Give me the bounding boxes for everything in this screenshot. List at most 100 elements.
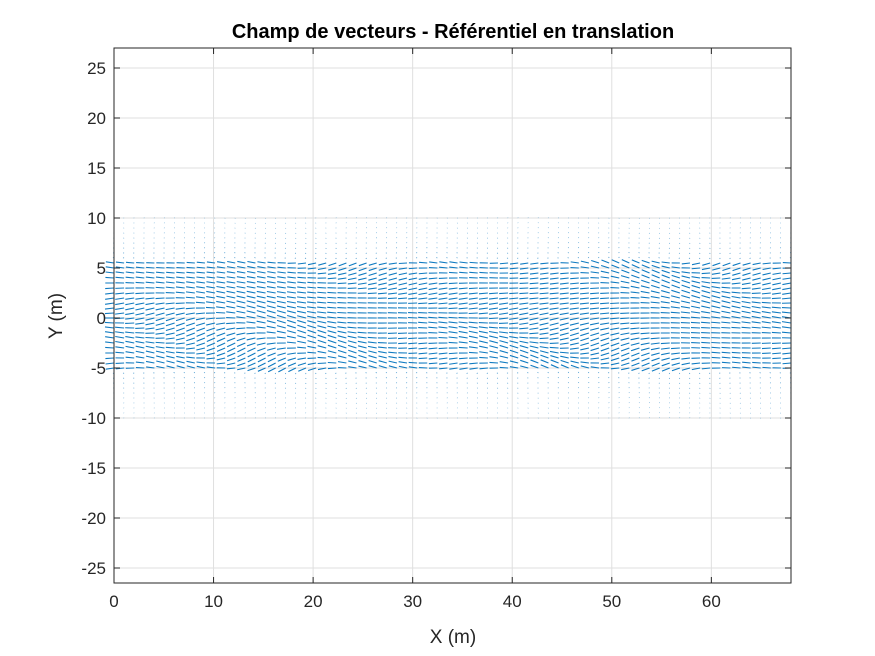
vector-arrow (345, 382, 347, 384)
vector-arrow (560, 355, 569, 359)
vector-arrow (449, 271, 458, 274)
vector-arrow (701, 267, 711, 271)
vector-arrow (589, 317, 600, 320)
vector-arrow (224, 387, 226, 389)
vector-arrow (782, 287, 792, 291)
vector-arrow (315, 257, 317, 260)
vector-arrow (347, 326, 357, 329)
vector-arrow (680, 305, 691, 309)
vector-arrow (307, 267, 317, 270)
vector-arrow (478, 297, 488, 300)
vector-arrow (155, 317, 165, 322)
vector-arrow (318, 262, 327, 266)
vector-arrow (428, 282, 438, 285)
vector-arrow (416, 382, 418, 384)
vector-arrow (186, 261, 195, 264)
vector-arrow (448, 282, 458, 285)
vector-arrow (105, 271, 115, 274)
vector-arrow (782, 282, 792, 286)
vector-arrow (408, 277, 418, 281)
vector-arrow (529, 297, 539, 300)
vector-arrow (426, 252, 428, 254)
vector-arrow (519, 349, 529, 354)
vector-arrow (709, 382, 711, 384)
vector-arrow (175, 291, 185, 294)
vector-arrow (405, 371, 408, 374)
vector-arrow (317, 311, 327, 314)
vector-arrow (388, 287, 398, 291)
vector-arrow (509, 340, 519, 344)
vector-arrow (296, 301, 307, 304)
vector-arrow (317, 367, 327, 371)
vector-arrow (196, 337, 206, 342)
vector-arrow (398, 356, 408, 359)
vector-arrow (266, 305, 276, 309)
vector-arrow (367, 336, 377, 339)
vector-arrow (378, 287, 387, 290)
vector-arrow (186, 347, 195, 350)
vector-arrow (671, 266, 680, 269)
vector-arrow (418, 352, 428, 355)
vector-arrow (468, 340, 478, 344)
vector-arrow (711, 316, 721, 319)
vector-arrow (438, 282, 448, 285)
vector-arrow (196, 266, 205, 269)
vector-arrow (782, 352, 792, 355)
vector-arrow (448, 341, 458, 344)
y-tick-label: -15 (81, 459, 106, 478)
vector-arrow (681, 294, 691, 299)
vector-arrow (549, 292, 559, 295)
vector-arrow (267, 357, 276, 363)
vector-arrow (468, 297, 478, 300)
vector-arrow (458, 326, 468, 329)
vector-arrow (206, 347, 216, 352)
vector-arrow (701, 300, 711, 304)
vector-arrow (751, 321, 761, 324)
vector-arrow (749, 257, 751, 259)
vector-arrow (671, 347, 680, 350)
vector-arrow (559, 287, 569, 290)
vector-arrow (468, 307, 478, 310)
vector-arrow (721, 326, 731, 329)
vector-arrow (530, 359, 539, 364)
vector-arrow (388, 360, 398, 364)
vector-arrow (266, 331, 276, 334)
vector-arrow (327, 350, 337, 354)
vector-arrow (105, 336, 115, 339)
vector-arrow (205, 306, 216, 309)
vector-arrow (702, 262, 711, 266)
vector-arrow (610, 362, 620, 366)
vector-arrow (741, 287, 751, 290)
vector-arrow (732, 262, 741, 267)
vector-arrow (610, 357, 620, 362)
vector-arrow (650, 290, 660, 294)
vector-arrow (459, 271, 468, 274)
vector-arrow (761, 347, 771, 350)
vector-arrow (257, 357, 266, 363)
vector-arrow (267, 352, 276, 357)
vector-arrow (185, 291, 195, 294)
vector-arrow (621, 269, 630, 274)
vector-arrow (348, 262, 357, 267)
vector-arrow (781, 331, 792, 334)
vector-arrow (195, 317, 206, 321)
vector-arrow (347, 331, 357, 334)
vector-arrow (701, 272, 711, 275)
vector-arrow (348, 272, 357, 276)
vector-arrow (418, 277, 428, 280)
vector-arrow (286, 310, 297, 314)
vector-arrow (701, 290, 711, 294)
vector-arrow (782, 292, 792, 295)
vector-arrow (782, 277, 792, 280)
vector-arrow (365, 257, 367, 260)
vector-arrow (287, 352, 296, 355)
vector-arrow (297, 346, 307, 349)
vector-arrow (367, 341, 377, 344)
vector-arrow (367, 345, 377, 349)
vector-arrow (125, 261, 135, 264)
vector-arrow (115, 326, 125, 329)
vector-arrow (438, 331, 448, 334)
vector-arrow (266, 286, 276, 289)
vector-arrow (600, 342, 610, 347)
vector-arrow (499, 355, 509, 359)
